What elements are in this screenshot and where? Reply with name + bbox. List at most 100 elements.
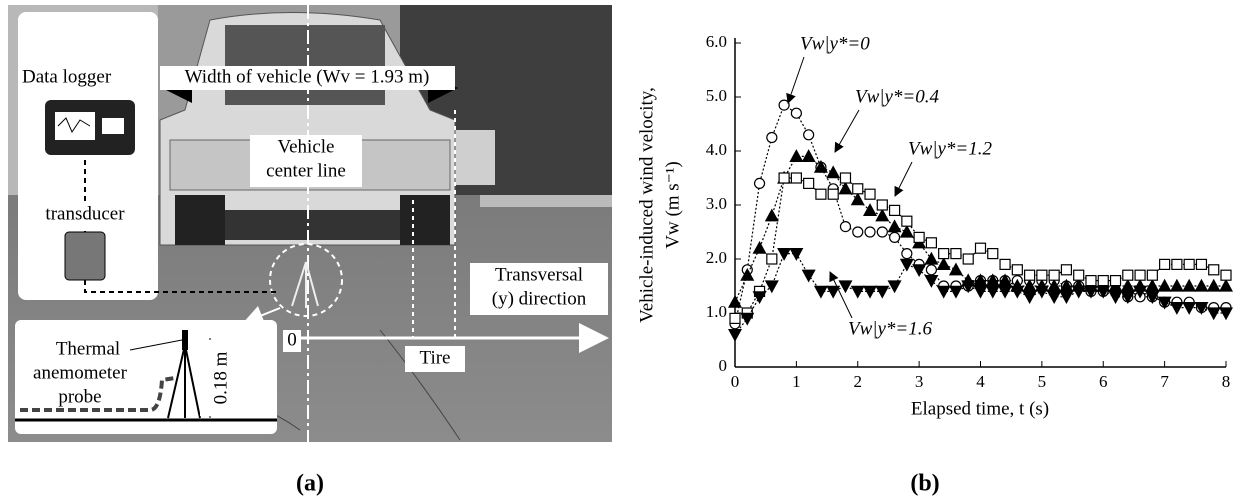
data-point [1060,264,1073,276]
label-probe: probe [58,386,101,407]
data-point [801,269,816,283]
data-point [1157,296,1172,310]
data-point [876,226,888,238]
data-point [1023,269,1036,281]
data-point [827,188,839,200]
data-point [1022,278,1037,292]
data-point [998,273,1013,287]
data-point [1183,258,1195,270]
data-point [973,273,988,287]
data-point [864,188,876,200]
data-point [1145,291,1160,305]
data-point [912,264,927,278]
annotation-arrow [829,271,853,319]
data-point [838,280,853,294]
data-point [826,165,841,179]
data-point [850,192,865,206]
data-point [1108,291,1123,305]
data-point [1159,258,1171,270]
label-width: Width of vehicle (Wv = 1.93 m) [185,66,430,87]
y-tick-label: 6.0 [706,32,727,51]
data-point [815,188,827,200]
data-point [1206,307,1221,321]
data-point [1120,278,1135,292]
series-label: Vw|y*=0.4 [855,86,940,107]
data-point [838,181,853,195]
data-point [1073,269,1085,281]
data-point [753,177,766,189]
data-point [1182,302,1197,315]
data-point [901,215,913,227]
data-point [875,208,890,222]
data-point [764,280,779,294]
data-point [852,183,864,195]
data-point [1036,269,1048,281]
data-point [766,253,778,265]
x-tick-label: 1 [792,372,801,391]
data-point [936,285,951,299]
data-point [1010,285,1025,299]
data-point [985,273,1000,287]
data-point [938,248,950,260]
data-point [1083,285,1098,299]
x-tick-label: 2 [854,372,863,391]
data-point [1097,275,1109,287]
data-point [852,226,864,238]
label-transversal: Transversal [495,264,583,285]
label-probe: Thermal [56,338,120,359]
data-point [789,149,804,162]
series-label: Vw|y*=0 [800,33,870,54]
data-point [766,131,778,144]
data-point [1096,285,1111,299]
data-point [924,275,939,288]
data-point [1208,264,1220,276]
y-tick-label: 4.0 [706,140,727,159]
x-tick-label: 4 [976,372,985,391]
data-point [887,219,902,233]
data-point [973,285,988,299]
data-point [1171,258,1183,270]
data-point [826,285,841,299]
x-axis-label: Elapsed time, t (s) [911,398,1049,419]
data-point [813,285,828,299]
label-data-logger: Data logger [22,66,112,87]
label-height: 0.18 m [210,351,231,404]
data-point [727,294,743,308]
data-point [985,285,1000,299]
data-point [888,231,901,243]
y-tick-label: 2.0 [706,248,727,267]
data-point [1169,302,1184,315]
plot: 0 1.0 2.0 3.0 4.0 5.0 6.0 0 1 2 3 4 5 6 7 8 Vw|y*=0 Vw|y*… [706,32,1234,391]
x-tick-label: 0 [731,372,740,391]
data-point [887,280,902,294]
data-point [789,248,804,261]
data-point [863,203,878,216]
data-point [962,253,974,265]
data-point [740,312,755,326]
label-center-line: center line [266,160,346,181]
data-point [1133,285,1148,299]
data-point [1194,278,1209,292]
label-center-line: Vehicle [278,136,335,157]
data-point [839,172,852,184]
data-point [1122,269,1134,281]
data-point [888,204,901,216]
annotation-arrow [894,161,913,197]
x-tick-label: 3 [915,372,924,391]
data-point [764,208,779,222]
data-point [1182,278,1197,292]
label-transducer: transducer [45,203,125,224]
data-point [740,267,755,281]
data-point [999,258,1011,270]
data-point [948,262,963,276]
data-point [1047,291,1062,305]
data-point [1218,278,1234,292]
label-probe: anemometer [33,362,128,383]
annotation-arrow [834,109,860,153]
label-tire: Tire [420,347,451,368]
data-point [752,240,767,254]
x-tick-label: 8 [1222,372,1231,391]
data-point [1034,285,1049,299]
series-label: Vw|y*=1.6 [848,318,933,339]
data-point [752,291,767,305]
